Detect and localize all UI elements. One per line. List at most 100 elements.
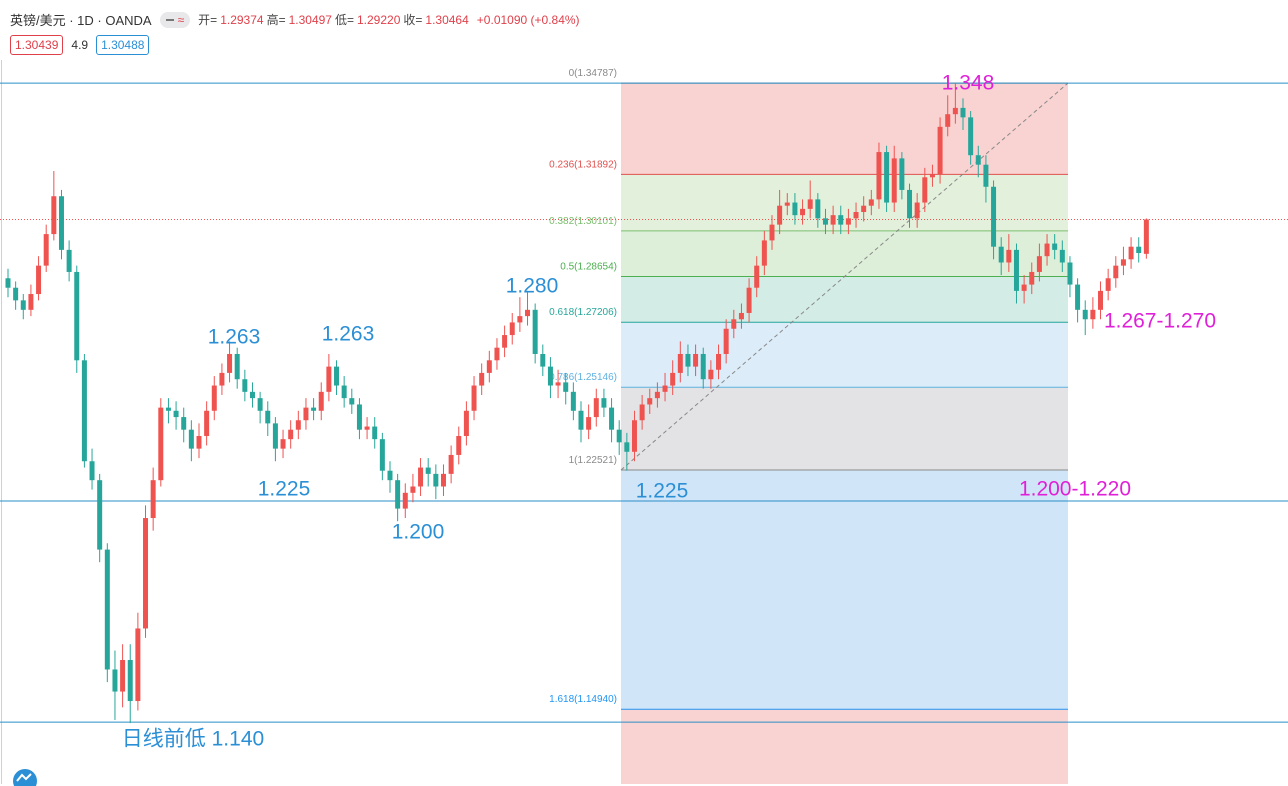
candle-body [395, 480, 401, 509]
candle-body [448, 454, 454, 474]
candle-body [1067, 262, 1073, 285]
candle-body [204, 410, 210, 437]
fib-level-label: 0(1.34787) [569, 68, 617, 79]
candle-body [43, 234, 49, 266]
candle-body [968, 117, 974, 156]
candle-body [1075, 284, 1081, 310]
candle-body [624, 442, 630, 452]
candle-body [326, 366, 332, 392]
candle-body [907, 189, 913, 219]
fib-zone [621, 174, 1068, 231]
change: +0.01090 (+0.84%) [476, 12, 580, 27]
candle-body [349, 398, 355, 405]
candle-body [28, 294, 34, 310]
candle-body [991, 186, 997, 247]
annotation: 日线前低 1.140 [122, 728, 264, 751]
candle-body [143, 518, 149, 629]
quote-row: 1.30439 4.9 1.30488 [10, 35, 150, 55]
candle-body [158, 407, 164, 481]
candle-body [135, 628, 141, 702]
ohlc-value: 1.29220 [357, 12, 401, 27]
candle-body [868, 199, 874, 206]
fib-level-label: 0.5(1.28654) [560, 262, 617, 273]
candle-body [845, 218, 851, 225]
candle-body [525, 309, 531, 317]
candle-body [922, 177, 928, 203]
candle-body [593, 398, 599, 418]
candle-body [36, 265, 42, 295]
candle-body [998, 246, 1004, 263]
candle-body [502, 335, 508, 348]
candle-body [685, 353, 691, 367]
candle-body [1090, 309, 1096, 320]
candle-body [303, 407, 309, 421]
candle-body [540, 353, 546, 367]
candle-body [700, 353, 706, 380]
candle-body [242, 379, 248, 392]
candle-body [830, 215, 836, 225]
candle-body [112, 669, 118, 692]
candle-body [13, 287, 19, 301]
candle-body [1013, 249, 1019, 291]
candle-body [723, 328, 729, 354]
candle-body [670, 372, 676, 386]
candle-body [647, 398, 653, 405]
candle-body [265, 410, 271, 424]
ask: 1.30488 [96, 35, 150, 55]
annotation: 1.267-1.270 [1104, 310, 1216, 333]
candle-body [227, 353, 233, 373]
candle-body [563, 382, 569, 392]
candle-body [433, 473, 439, 487]
candle-body [234, 353, 240, 380]
candle-body [81, 360, 87, 462]
candle-body [738, 312, 744, 320]
ohlc-label: 收= [403, 13, 423, 27]
candle-body [975, 155, 981, 165]
ohlc-values: 开= 1.29374 高= 1.30497 低= 1.29220 收= 1.30464 [198, 11, 469, 28]
candle-body [311, 407, 317, 411]
candle-body [127, 660, 133, 702]
candle-body [509, 322, 515, 336]
candle-body [777, 205, 783, 225]
candle-body [418, 467, 424, 487]
bid: 1.30439 [10, 35, 64, 55]
candle-body [601, 398, 607, 408]
candle-body [66, 249, 72, 272]
candle-body [1105, 278, 1111, 291]
toggle-button[interactable]: ≈ [159, 11, 191, 28]
symbol: 英镑/美元 · 1D · OANDA [10, 13, 152, 28]
candle-body [51, 196, 57, 235]
candle-body [20, 300, 26, 310]
candle-body [120, 660, 126, 692]
candle-body [945, 114, 951, 127]
candle-body [104, 549, 110, 670]
candle-body [822, 218, 828, 225]
candle-body [1021, 284, 1027, 291]
candle-body [960, 107, 966, 118]
candle-body [150, 480, 156, 519]
candle-body [181, 417, 187, 430]
logo [13, 769, 37, 786]
annotation: 1.200-1.220 [1019, 478, 1131, 501]
candle-body [288, 429, 294, 440]
candle-body [1128, 246, 1134, 260]
fib-level-label: 0.382(1.30101) [549, 216, 617, 227]
ohlc-value: 1.29374 [220, 12, 264, 27]
fib-level-label: 0.236(1.31892) [549, 159, 617, 170]
annotation: 1.225 [258, 478, 311, 501]
candle-body [800, 208, 806, 216]
candle-body [1006, 249, 1012, 263]
candle-body [570, 391, 576, 411]
candle-body [249, 391, 255, 399]
candle-body [494, 347, 500, 361]
candle-body [58, 196, 64, 250]
candle-body [792, 202, 798, 216]
candle-body [295, 420, 301, 430]
candle-body [456, 436, 462, 455]
fib-level-label: 1.618(1.14940) [549, 694, 617, 705]
candle-body [761, 240, 767, 266]
candle-body [1052, 243, 1058, 250]
ohlc-value: 1.30497 [288, 12, 332, 27]
